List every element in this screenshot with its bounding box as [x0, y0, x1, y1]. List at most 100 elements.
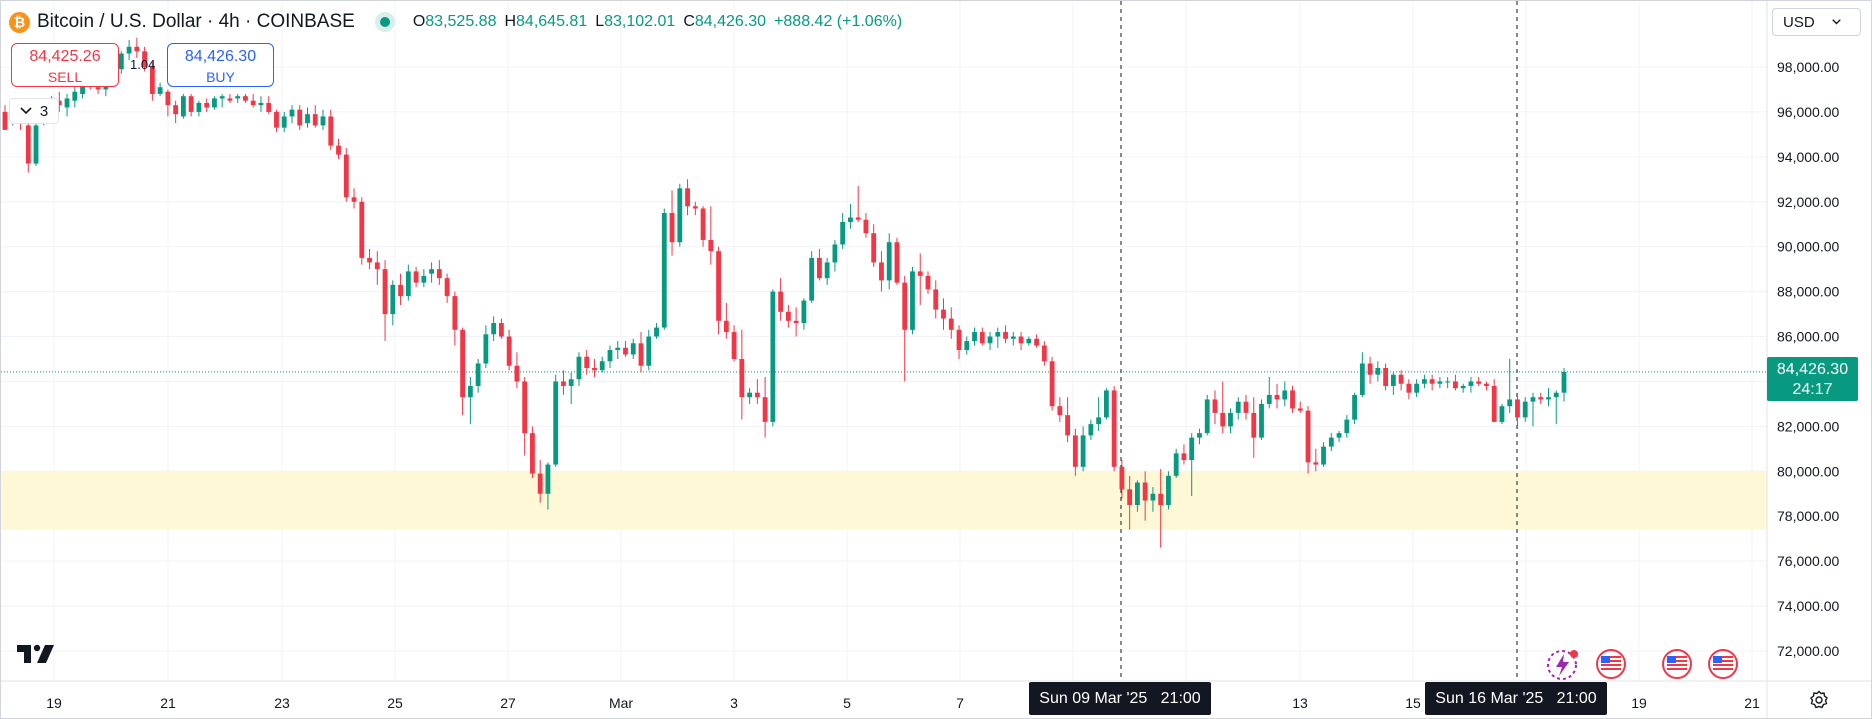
- candle[interactable]: [413, 266, 419, 288]
- candle[interactable]: [421, 269, 427, 288]
- candle[interactable]: [475, 359, 481, 393]
- candle[interactable]: [56, 91, 62, 112]
- candle[interactable]: [235, 93, 241, 103]
- candle[interactable]: [592, 359, 597, 377]
- candle[interactable]: [196, 100, 202, 117]
- candle[interactable]: [1538, 392, 1544, 404]
- candle[interactable]: [1166, 471, 1171, 510]
- candle[interactable]: [1476, 376, 1482, 386]
- candle[interactable]: [390, 280, 396, 326]
- symbol-title[interactable]: Bitcoin / U.S. Dollar · 4h · COINBASE: [37, 11, 355, 32]
- candle[interactable]: [941, 298, 946, 330]
- candle[interactable]: [343, 147, 349, 202]
- candle[interactable]: [1181, 444, 1187, 465]
- candle[interactable]: [1103, 388, 1109, 420]
- candle[interactable]: [1507, 359, 1513, 413]
- candle[interactable]: [537, 460, 543, 503]
- candle[interactable]: [1336, 430, 1342, 443]
- candle[interactable]: [1406, 379, 1412, 400]
- candle[interactable]: [948, 307, 954, 339]
- gear-icon[interactable]: [1809, 690, 1829, 710]
- candle[interactable]: [1290, 385, 1295, 413]
- candle[interactable]: [506, 329, 512, 371]
- candle[interactable]: [460, 327, 466, 416]
- candle[interactable]: [1282, 381, 1288, 407]
- candle[interactable]: [1453, 374, 1458, 391]
- candle[interactable]: [429, 262, 434, 283]
- candle[interactable]: [1197, 428, 1202, 445]
- candle[interactable]: [545, 462, 551, 510]
- candle[interactable]: [157, 82, 163, 97]
- candle[interactable]: [561, 370, 566, 395]
- candle[interactable]: [336, 138, 341, 160]
- candle[interactable]: [1266, 376, 1272, 409]
- candle[interactable]: [351, 188, 357, 209]
- candle[interactable]: [1515, 394, 1520, 429]
- candle[interactable]: [274, 109, 279, 133]
- candle[interactable]: [118, 51, 124, 74]
- candle[interactable]: [1065, 397, 1071, 443]
- candle[interactable]: [840, 213, 846, 249]
- candle[interactable]: [374, 251, 380, 285]
- lightning-icon[interactable]: [1545, 648, 1581, 682]
- candle[interactable]: [1352, 392, 1357, 425]
- candle[interactable]: [723, 302, 729, 339]
- candle[interactable]: [731, 325, 737, 362]
- candle[interactable]: [1460, 383, 1466, 393]
- candle[interactable]: [739, 329, 745, 420]
- candle[interactable]: [568, 372, 574, 404]
- candle[interactable]: [1018, 332, 1024, 351]
- candle[interactable]: [700, 206, 706, 247]
- sell-button[interactable]: 84,425.26 SELL: [11, 43, 119, 87]
- candle[interactable]: [1522, 397, 1528, 422]
- candle[interactable]: [979, 327, 985, 346]
- candle[interactable]: [243, 93, 248, 103]
- candle[interactable]: [785, 305, 791, 328]
- highlight-zone[interactable]: [1, 471, 1767, 530]
- candle[interactable]: [1321, 442, 1326, 467]
- candle[interactable]: [933, 280, 939, 319]
- market-status-icon[interactable]: [374, 12, 395, 32]
- us-flag-icon[interactable]: [1661, 648, 1693, 680]
- us-flag-icon[interactable]: [1707, 648, 1739, 680]
- candle[interactable]: [956, 325, 962, 359]
- candle[interactable]: [1010, 332, 1016, 346]
- candle[interactable]: [972, 327, 977, 346]
- candle[interactable]: [801, 298, 807, 330]
- candle[interactable]: [607, 345, 613, 368]
- candle[interactable]: [359, 197, 365, 265]
- candle[interactable]: [1034, 334, 1039, 348]
- candle[interactable]: [669, 190, 675, 256]
- candle[interactable]: [1251, 397, 1257, 458]
- candle[interactable]: [816, 248, 822, 281]
- candle[interactable]: [491, 316, 497, 342]
- candle[interactable]: [1383, 363, 1389, 391]
- candle[interactable]: [312, 105, 318, 128]
- candle[interactable]: [1228, 408, 1233, 434]
- candle[interactable]: [1142, 471, 1148, 521]
- candle[interactable]: [436, 260, 442, 285]
- candle[interactable]: [677, 183, 683, 247]
- candle[interactable]: [599, 356, 605, 373]
- candle[interactable]: [716, 246, 721, 335]
- candle[interactable]: [173, 100, 179, 124]
- candle[interactable]: [1328, 433, 1334, 452]
- candle[interactable]: [1561, 367, 1567, 402]
- candle[interactable]: [1235, 397, 1241, 420]
- candle[interactable]: [661, 208, 667, 330]
- candle[interactable]: [530, 426, 535, 479]
- candle[interactable]: [72, 84, 78, 108]
- candle[interactable]: [1173, 448, 1179, 479]
- candle[interactable]: [1305, 406, 1311, 474]
- tradingview-logo-icon[interactable]: [15, 642, 59, 666]
- candle[interactable]: [1072, 428, 1078, 476]
- candle[interactable]: [1437, 376, 1443, 389]
- candle[interactable]: [987, 332, 993, 351]
- candle[interactable]: [227, 93, 233, 103]
- candle[interactable]: [809, 251, 815, 303]
- candle[interactable]: [212, 96, 217, 110]
- candle[interactable]: [64, 93, 70, 117]
- candle[interactable]: [1135, 480, 1140, 512]
- candle[interactable]: [762, 376, 768, 438]
- candle[interactable]: [1220, 381, 1226, 434]
